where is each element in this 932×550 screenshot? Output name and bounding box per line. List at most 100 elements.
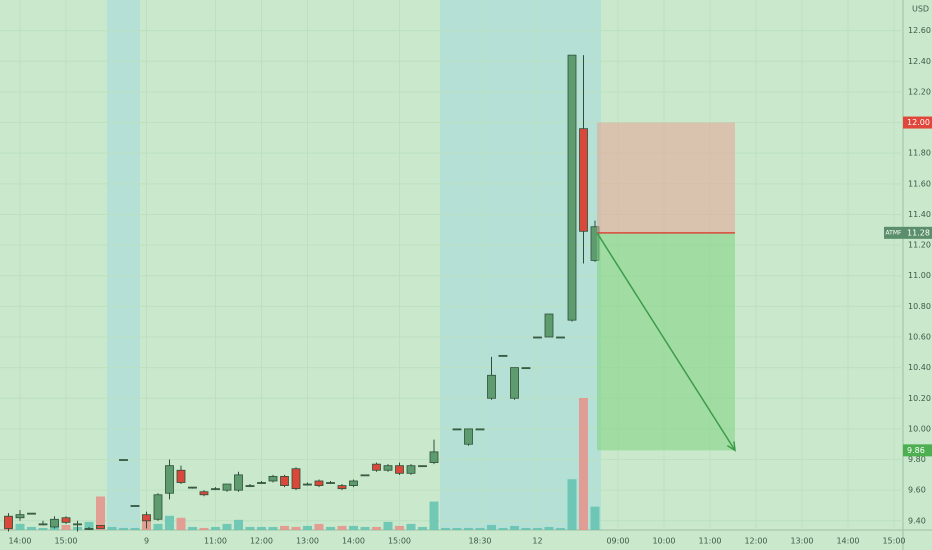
volume-bar [199, 527, 209, 530]
x-tick-label: 12:00 [250, 537, 273, 546]
volume-bar [452, 527, 462, 530]
volume-bar [176, 517, 186, 530]
volume-bar [429, 501, 439, 530]
candle-body [153, 494, 163, 520]
y-tick-label: 9.60 [908, 486, 926, 495]
target-box [903, 444, 932, 457]
volume-bar [119, 527, 128, 530]
candle-body [556, 336, 565, 339]
volume-bar [383, 521, 393, 530]
candle-body [395, 465, 404, 474]
candle-body [142, 514, 151, 522]
x-tick-label: 14:00 [836, 537, 859, 546]
volume-bar [567, 479, 577, 530]
candle-body [61, 517, 71, 523]
entry-label: 11.28 [907, 228, 930, 237]
stop-box [903, 116, 932, 129]
candle-body [257, 482, 266, 484]
volume-bar [441, 527, 450, 530]
candle-body [579, 128, 588, 232]
arrow-head [726, 441, 736, 452]
volume-bar [268, 526, 278, 530]
volume-bar [165, 515, 174, 530]
trend-arrow [596, 232, 736, 451]
candle-body [268, 475, 278, 482]
candle-body [245, 485, 255, 487]
volume-bar [234, 519, 243, 530]
currency: USD [912, 5, 929, 14]
candle-body [291, 468, 301, 490]
candle-body [176, 469, 186, 483]
y-tick-label: 10.00 [908, 424, 931, 433]
x-tick-label: 15:00 [388, 537, 411, 546]
candle-body [314, 480, 324, 486]
candle-body [533, 336, 542, 339]
candle-body [234, 474, 243, 491]
candle-body [27, 512, 36, 515]
candle-body [498, 354, 508, 357]
volume-bar [498, 527, 508, 530]
candle-body [521, 367, 531, 370]
volume-bar [96, 496, 105, 530]
volume-bar [464, 527, 473, 530]
volume-bar [406, 523, 416, 530]
y-tick-label: 12.40 [908, 57, 931, 66]
volume-bar [188, 526, 197, 530]
candle-body [429, 451, 439, 464]
candle-body [15, 514, 25, 519]
x-tick-label: 10:00 [652, 537, 675, 546]
volume-bar [153, 523, 163, 530]
candle-body [452, 428, 462, 431]
candle-body [464, 428, 473, 445]
volume-bar [349, 525, 358, 530]
candle-body [383, 465, 393, 471]
candle-body [96, 525, 105, 529]
volume-bar [314, 523, 324, 530]
session-shade [440, 0, 601, 530]
candle-body [165, 465, 174, 494]
y-tick-label: 10.20 [908, 394, 931, 403]
candle-body [418, 465, 427, 468]
candle-body [567, 54, 577, 321]
candle-body [303, 483, 312, 486]
volume-bar [222, 523, 232, 530]
candle-body [222, 483, 232, 491]
volume-bar [61, 524, 71, 530]
volume-bar [418, 526, 427, 530]
volume-bar [372, 526, 381, 530]
volume-bar [590, 506, 600, 530]
candle-body [544, 313, 554, 338]
x-tick-label: 14:00 [342, 537, 365, 546]
volume-bar [544, 526, 554, 530]
y-tick-label: 12.20 [908, 87, 931, 96]
candle-body [119, 459, 128, 461]
candle-body [487, 374, 496, 399]
candle-body [326, 482, 335, 484]
volume-bar [245, 526, 255, 530]
volume-bar [130, 527, 140, 530]
volume-bar [303, 525, 312, 530]
y-tick-label: 11.40 [908, 210, 931, 219]
volume-bar [15, 523, 25, 530]
candle-body [211, 488, 220, 491]
y-tick-label: 9.80 [908, 455, 926, 464]
candle-body [4, 515, 13, 529]
x-tick-label: 13:00 [790, 537, 813, 546]
volume-bar [395, 525, 404, 530]
x-tick-label: 15:00 [54, 537, 77, 546]
y-tick-label: 9.40 [908, 516, 926, 525]
candle-body [475, 428, 485, 431]
x-tick-label: 9 [144, 537, 149, 546]
symbol-label: ATMF [886, 229, 902, 236]
volume-bar [257, 526, 266, 530]
stop-zone [597, 122, 735, 233]
session-shade [107, 0, 140, 530]
x-tick-label: 11:00 [698, 537, 721, 546]
x-tick-label: 09:00 [606, 537, 629, 546]
volume-bar [337, 525, 347, 530]
candle-body [50, 518, 59, 528]
volume-bar [487, 524, 496, 530]
volume-bar [475, 527, 485, 530]
volume-bar [38, 527, 48, 530]
